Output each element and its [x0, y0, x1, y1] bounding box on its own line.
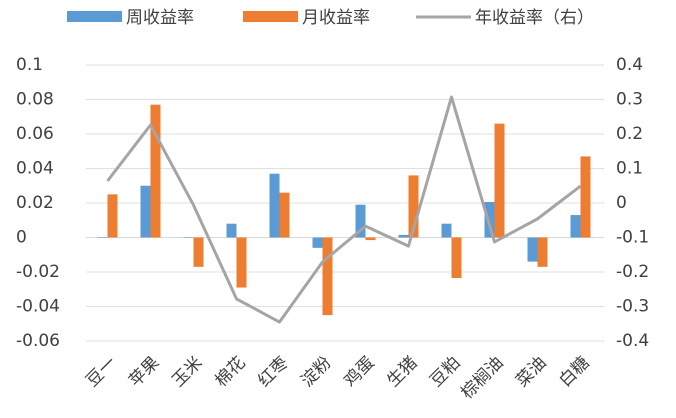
- bar: [451, 237, 462, 279]
- bar: [236, 237, 247, 288]
- bar: [97, 237, 108, 238]
- y2-tick-label: 0.1: [616, 159, 643, 179]
- x-tick-label: 生猪: [383, 353, 421, 391]
- legend-label: 月收益率: [302, 8, 370, 28]
- bar: [140, 185, 151, 238]
- bar: [537, 237, 548, 267]
- y2-tick-label: -0.2: [616, 262, 649, 282]
- y2-tick-label: -0.4: [616, 331, 649, 351]
- y-tick-label: 0.06: [16, 124, 54, 144]
- x-tick-label: 淀粉: [297, 353, 335, 391]
- bar: [269, 173, 280, 238]
- y2-tick-label: 0.3: [616, 90, 643, 110]
- legend-key: [243, 11, 298, 22]
- legend-key: [67, 11, 122, 22]
- bar: [484, 201, 495, 238]
- x-tick-label: 棉花: [211, 353, 249, 391]
- bar: [312, 237, 323, 248]
- y2-tick-label: 0: [616, 193, 627, 213]
- bar: [193, 237, 204, 267]
- bar: [183, 237, 194, 238]
- y-tick-label: 0.08: [16, 90, 54, 110]
- x-tick-label: 鸡蛋: [340, 353, 378, 391]
- bar: [150, 104, 161, 238]
- x-tick-label: 棕榈油: [457, 353, 507, 403]
- y-tick-label: 0.1: [16, 55, 43, 75]
- y-tick-label: -0.02: [16, 262, 60, 282]
- y2-tick-label: -0.1: [616, 228, 649, 248]
- bar: [408, 175, 419, 238]
- x-tick-label: 苹果: [125, 353, 163, 391]
- y2-tick-label: -0.3: [616, 297, 649, 317]
- bar: [226, 223, 237, 238]
- bar: [322, 237, 333, 316]
- bar: [279, 192, 290, 238]
- bar: [570, 215, 581, 238]
- y-tick-label: 0.02: [16, 193, 54, 213]
- x-tick-label: 菜油: [512, 353, 550, 391]
- y2-tick-label: 0.4: [616, 55, 643, 75]
- x-tick-label: 白糖: [555, 353, 593, 391]
- bar: [107, 194, 118, 238]
- legend-label: 年收益率（右）: [475, 8, 594, 28]
- y2-tick-label: 0.2: [616, 124, 643, 144]
- bar: [494, 123, 505, 238]
- x-tick-label: 玉米: [168, 353, 206, 391]
- y-tick-label: 0: [16, 228, 27, 248]
- legend-label: 周收益率: [126, 8, 194, 28]
- bar: [398, 234, 409, 238]
- bar: [441, 223, 452, 238]
- line-series: [106, 95, 582, 324]
- y-tick-label: -0.06: [16, 331, 60, 351]
- bar: [580, 156, 591, 238]
- bar: [365, 237, 376, 241]
- y-tick-label: -0.04: [16, 297, 60, 317]
- bar: [527, 237, 538, 262]
- x-tick-label: 豆粕: [426, 353, 464, 391]
- x-tick-label: 红枣: [254, 353, 292, 391]
- bar: [355, 204, 366, 238]
- x-tick-label: 豆一: [82, 353, 120, 391]
- y-tick-label: 0.04: [16, 159, 54, 179]
